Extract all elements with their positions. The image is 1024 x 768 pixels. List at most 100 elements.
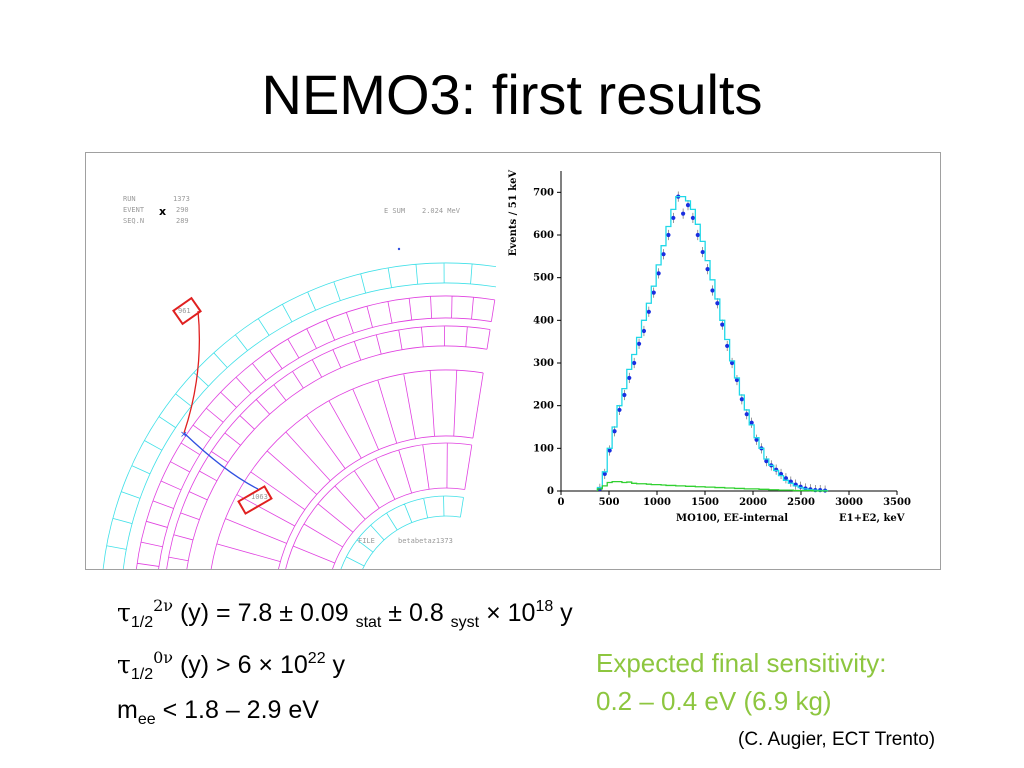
x-tick-label: 3000 bbox=[835, 497, 863, 508]
plot-series bbox=[596, 191, 829, 493]
y-tick-label: 0 bbox=[547, 486, 554, 497]
plot-ticks: 0 100 200 300 400 500 600 700 0 500 1000 1500 2000 25… bbox=[533, 187, 911, 508]
exponent: 18 bbox=[535, 598, 554, 615]
hit1-label: 961 bbox=[178, 307, 191, 315]
mass-range: < 1.8 – 2.9 eV bbox=[155, 696, 319, 724]
data-point bbox=[671, 215, 676, 221]
y-tick-label: 100 bbox=[533, 443, 554, 454]
file-value: betabetaz1373 bbox=[398, 537, 453, 545]
stray-hit bbox=[397, 247, 401, 251]
detector-ring bbox=[166, 325, 491, 569]
data-point bbox=[656, 271, 661, 276]
syst-value: ± 0.8 bbox=[381, 599, 451, 627]
unit: y bbox=[553, 599, 573, 627]
data-point bbox=[729, 360, 735, 366]
y-tick-label: 600 bbox=[533, 230, 554, 241]
data-point bbox=[681, 211, 686, 216]
data-point bbox=[690, 215, 696, 221]
detector-ring bbox=[136, 295, 496, 569]
esum-label: E SUM bbox=[384, 207, 405, 215]
track-blue bbox=[183, 432, 259, 490]
x-tick-label: 1000 bbox=[643, 497, 671, 508]
data-point bbox=[764, 459, 769, 464]
data-point bbox=[651, 290, 656, 295]
limit-value: (y) > 6 × 10 bbox=[173, 651, 308, 679]
data-point bbox=[744, 412, 749, 417]
run-value: 1373 bbox=[173, 195, 190, 203]
y-tick-label: 400 bbox=[533, 315, 554, 326]
data-point bbox=[666, 232, 671, 238]
event-label: EVENT bbox=[123, 206, 145, 214]
y-axis-label: Events / 51 keV bbox=[508, 170, 519, 257]
data-point bbox=[715, 301, 720, 306]
data-point bbox=[739, 397, 744, 402]
data-point bbox=[622, 392, 627, 398]
plot-axes bbox=[560, 171, 897, 492]
figure-frame: × 961 1063 RUN EVENT SEQ.N 1373 290 289 … bbox=[85, 152, 941, 570]
expected-sensitivity-value: 0.2 – 0.4 eV (6.9 kg) bbox=[596, 686, 832, 716]
credit: (C. Augier, ECT Trento) bbox=[738, 729, 936, 750]
result-value: (y) = 7.8 ± 0.09 bbox=[173, 599, 356, 627]
detector-ring bbox=[102, 262, 496, 569]
tau-subscript: 1/2 bbox=[130, 666, 154, 683]
result-0nu-halflife: τ1/20ν (y) > 6 × 1022 y bbox=[117, 648, 345, 684]
calorimeter-hit-1 bbox=[172, 296, 202, 326]
seqn-value: 289 bbox=[176, 217, 189, 225]
y-tick-label: 200 bbox=[533, 401, 554, 412]
esum-value: 2.024 MeV bbox=[422, 207, 461, 215]
x-tick-label: 2500 bbox=[787, 497, 815, 508]
data-point bbox=[734, 377, 740, 383]
mass-subscript: ee bbox=[137, 711, 156, 728]
times-ten: × 10 bbox=[479, 599, 536, 627]
calorimeter-hit-2 bbox=[237, 485, 273, 515]
plot-frame bbox=[560, 171, 897, 492]
tau-symbol: τ bbox=[117, 650, 131, 679]
data-point bbox=[754, 437, 759, 442]
result-2nu-halflife: τ1/22ν (y) = 7.8 ± 0.09 stat ± 0.8 syst … bbox=[117, 596, 573, 632]
event-tracks: × 961 1063 bbox=[172, 296, 273, 515]
detector-arcs bbox=[102, 262, 496, 569]
result-mass-limit: mee < 1.8 – 2.9 eV bbox=[117, 696, 319, 729]
hit2-label: 1063 bbox=[251, 493, 268, 501]
y-tick-label: 700 bbox=[533, 187, 554, 198]
energy-histogram: 0 100 200 300 400 500 600 700 0 500 1000 1500 2000 25… bbox=[508, 170, 911, 524]
tau-symbol: τ bbox=[117, 598, 131, 627]
tau-superscript: 2ν bbox=[153, 596, 173, 615]
detector-ring bbox=[285, 442, 473, 569]
data-point bbox=[705, 267, 710, 272]
data-point bbox=[695, 232, 700, 238]
data-point bbox=[710, 288, 715, 293]
x-tick-label: 2000 bbox=[739, 497, 767, 508]
vertex-marker: × bbox=[180, 430, 188, 440]
x-tick-label: 500 bbox=[599, 497, 620, 508]
data-point bbox=[641, 328, 647, 334]
data-point bbox=[627, 375, 632, 381]
slide-title: NEMO3: first results bbox=[261, 63, 763, 126]
data-point bbox=[617, 407, 622, 413]
expected-sensitivity-heading: Expected final sensitivity: bbox=[596, 648, 887, 678]
data-point bbox=[700, 249, 705, 255]
histogram-line bbox=[596, 195, 829, 492]
file-label: FILE bbox=[358, 537, 375, 545]
y-tick-label: 300 bbox=[533, 358, 554, 369]
data-point bbox=[607, 448, 612, 453]
exponent: 22 bbox=[307, 650, 326, 667]
unit: y bbox=[325, 651, 346, 679]
data-point bbox=[646, 309, 651, 314]
x-tick-label: 0 bbox=[558, 497, 565, 508]
detector-ring bbox=[210, 369, 484, 569]
data-point bbox=[636, 341, 642, 346]
x-tick-label: 3500 bbox=[883, 497, 911, 508]
syst-subscript: syst bbox=[450, 614, 480, 631]
data-point bbox=[632, 360, 637, 366]
mass-symbol: m bbox=[117, 696, 138, 724]
data-point bbox=[725, 343, 730, 349]
data-point bbox=[602, 471, 607, 477]
event-display: × 961 1063 RUN EVENT SEQ.N 1373 290 289 … bbox=[102, 195, 496, 569]
x-tick-label: 1500 bbox=[691, 497, 719, 508]
tau-subscript: 1/2 bbox=[130, 614, 154, 631]
detector-ring bbox=[340, 495, 464, 569]
data-point bbox=[612, 429, 617, 434]
data-point bbox=[720, 322, 725, 327]
data-point bbox=[783, 476, 789, 481]
